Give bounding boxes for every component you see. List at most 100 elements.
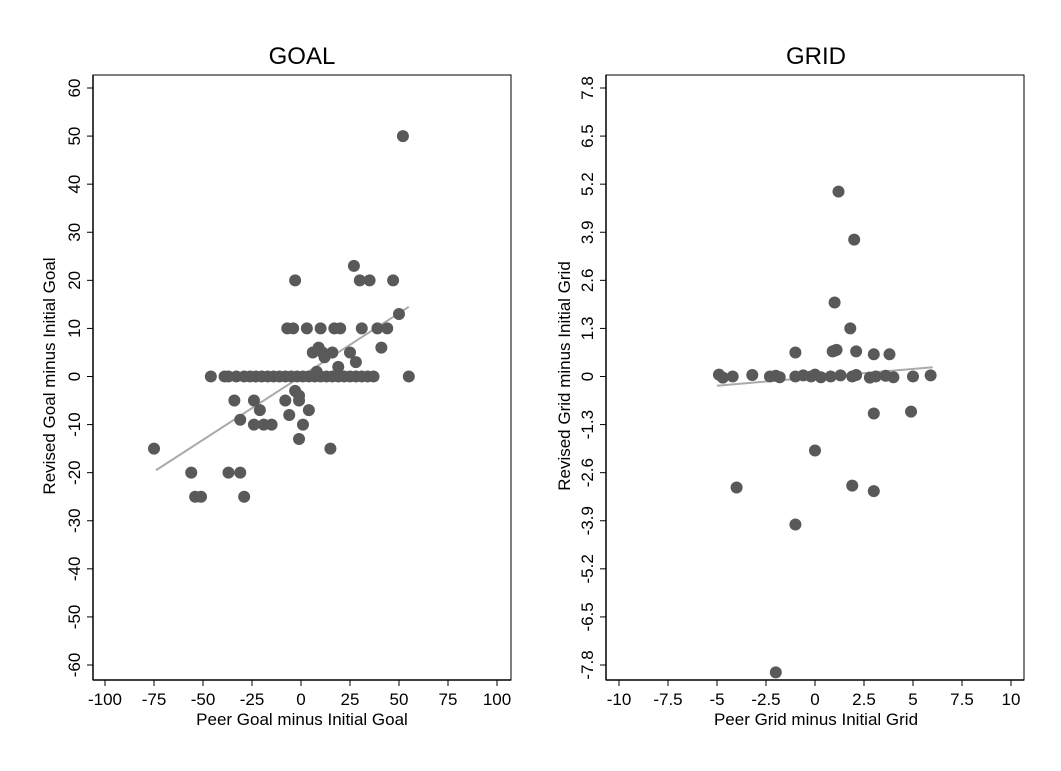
- scatter-point: [844, 322, 856, 334]
- scatter-point: [925, 369, 937, 381]
- scatter-point: [364, 274, 376, 286]
- y-tick-label: 40: [65, 175, 84, 194]
- scatter-point: [868, 407, 880, 419]
- y-tick-label: -1.3: [578, 410, 597, 439]
- y-tick-label: 6.5: [578, 124, 597, 148]
- y-ticks: -7.8 -6.5 -5.2 -3.9 -2.6 -1.3 0 1.3 2.6 3.9 5.2 6.5…: [578, 76, 606, 679]
- y-tick-label: 0: [65, 372, 84, 381]
- scatter-point: [831, 344, 843, 356]
- scatter-point: [774, 371, 786, 383]
- scatter-point: [287, 322, 299, 334]
- scatter-point: [868, 348, 880, 360]
- scatter-point: [393, 308, 405, 320]
- y-tick-label: -7.8: [578, 650, 597, 679]
- y-tick-label: 20: [65, 271, 84, 290]
- x-tick-label: -5: [709, 690, 724, 709]
- x-tick-label: 75: [439, 690, 458, 709]
- scatter-point: [809, 444, 821, 456]
- scatter-point: [228, 395, 240, 407]
- scatter-point: [148, 443, 160, 455]
- x-ticks: -10 -7.5 -5 -2.5 0 2.5 5 7.5 10: [607, 680, 1021, 709]
- y-tick-label: -40: [65, 557, 84, 582]
- scatter-point: [234, 467, 246, 479]
- scatter-point: [846, 480, 858, 492]
- scatter-point: [746, 369, 758, 381]
- scatter-point: [303, 404, 315, 416]
- scatter-point: [887, 371, 899, 383]
- x-tick-label: 5: [908, 690, 917, 709]
- scatter-point: [222, 467, 234, 479]
- x-tick-label: -25: [240, 690, 265, 709]
- scatter-point: [283, 409, 295, 421]
- y-tick-label: 30: [65, 223, 84, 242]
- scatter-point: [334, 322, 346, 334]
- data-points: [148, 130, 415, 503]
- scatter-point: [234, 414, 246, 426]
- y-ticks: -60 -50 -40 -30 -20 -10 0 10 20 30 40 50 60: [65, 79, 93, 678]
- scatter-point: [348, 260, 360, 272]
- scatter-point: [315, 322, 327, 334]
- x-tick-label: -50: [191, 690, 216, 709]
- scatter-point: [727, 371, 739, 383]
- chart-title: GRID: [786, 43, 846, 70]
- scatter-point: [289, 274, 301, 286]
- x-axis-label: Peer Grid minus Initial Grid: [714, 710, 918, 729]
- x-tick-label: 0: [810, 690, 819, 709]
- scatter-point: [279, 395, 291, 407]
- data-points: [713, 186, 937, 679]
- scatter-point: [297, 419, 309, 431]
- x-tick-label: 50: [390, 690, 409, 709]
- scatter-point: [789, 518, 801, 530]
- y-tick-label: 2.6: [578, 269, 597, 293]
- goal-panel: GOAL -100 -75 -50 -25 0 25 50 75 100 -60-50-40-3…: [40, 43, 511, 729]
- scatter-point: [829, 297, 841, 309]
- scatter-point: [238, 491, 250, 503]
- y-tick-label: -2.6: [578, 458, 597, 487]
- scatter-point: [307, 346, 319, 358]
- y-tick-label: -20: [65, 460, 84, 485]
- y-tick-label: 5.2: [578, 172, 597, 196]
- y-tick-label: 60: [65, 79, 84, 98]
- chart-title: GOAL: [269, 43, 336, 70]
- x-tick-label: 7.5: [950, 690, 974, 709]
- y-tick-label: -10: [65, 412, 84, 437]
- x-tick-label: 10: [1002, 690, 1021, 709]
- x-tick-label: 2.5: [852, 690, 876, 709]
- scatter-point: [397, 130, 409, 142]
- scatter-point: [324, 443, 336, 455]
- y-tick-label: -6.5: [578, 602, 597, 631]
- scatter-point: [205, 371, 217, 383]
- scatter-point: [185, 467, 197, 479]
- scatter-point: [883, 348, 895, 360]
- y-tick-label: 7.8: [578, 76, 597, 100]
- scatter-point: [301, 322, 313, 334]
- scatter-point: [868, 485, 880, 497]
- y-axis-label: Revised Goal minus Initial Goal: [40, 257, 59, 494]
- scatter-point: [387, 274, 399, 286]
- scatter-point: [770, 666, 782, 678]
- x-tick-label: -2.5: [751, 690, 780, 709]
- scatter-point: [833, 186, 845, 198]
- scatter-point: [350, 356, 362, 368]
- scatter-point: [850, 345, 862, 357]
- y-tick-label: 50: [65, 127, 84, 146]
- scatter-point: [375, 342, 387, 354]
- scatter-point: [254, 404, 266, 416]
- y-tick-label: 0: [578, 372, 597, 381]
- y-tick-label: -60: [65, 653, 84, 678]
- x-tick-label: -10: [607, 690, 632, 709]
- scatter-point: [789, 346, 801, 358]
- y-tick-label: -50: [65, 605, 84, 630]
- y-tick-label: -5.2: [578, 554, 597, 583]
- scatter-point: [403, 371, 415, 383]
- y-tick-label: -30: [65, 508, 84, 533]
- y-tick-label: 3.9: [578, 220, 597, 244]
- y-tick-label: 10: [65, 319, 84, 338]
- x-tick-label: 0: [296, 690, 305, 709]
- x-ticks: -100 -75 -50 -25 0 25 50 75 100: [88, 680, 511, 709]
- scatter-point: [905, 406, 917, 418]
- scatter-point: [907, 371, 919, 383]
- scatter-point: [848, 234, 860, 246]
- scatter-point: [293, 395, 305, 407]
